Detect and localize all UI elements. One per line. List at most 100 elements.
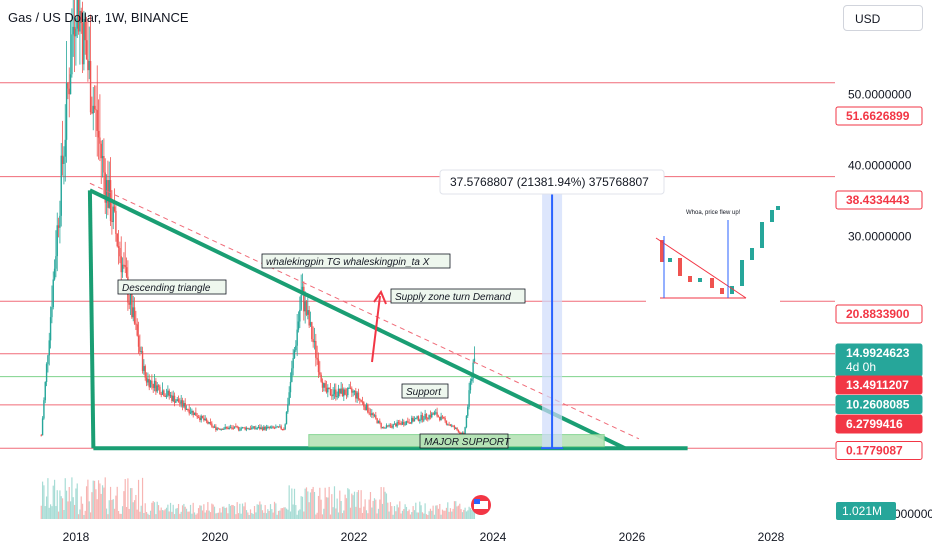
candle-body (441, 416, 444, 418)
volume-bar (433, 514, 436, 519)
candle-body (125, 267, 128, 277)
volume-bar (355, 506, 357, 519)
volume-bar (161, 510, 164, 519)
candle-body (397, 422, 400, 424)
volume-bar (84, 510, 86, 519)
candle-body (320, 374, 322, 382)
price-tag[interactable] (835, 395, 923, 414)
volume-bar (157, 505, 160, 519)
volume-bar (191, 513, 193, 519)
volume-bar (469, 508, 472, 519)
candle-body (159, 386, 161, 395)
candle-body (347, 387, 349, 396)
volume-bar (424, 503, 426, 519)
volume-bar (59, 490, 61, 519)
volume-bar (108, 500, 110, 519)
inset-candle (776, 206, 780, 210)
volume-bar (137, 479, 140, 519)
price-tag[interactable] (835, 414, 923, 434)
candle-body (57, 225, 60, 228)
candle-body (433, 412, 436, 415)
candle-body (203, 418, 205, 421)
candle-body (157, 385, 160, 387)
inset-candle (720, 288, 724, 294)
annotation-box[interactable] (117, 279, 227, 295)
price-tag[interactable] (835, 441, 923, 460)
candle-body (276, 426, 278, 428)
triangle-left-line[interactable] (87, 190, 96, 449)
candle-body (65, 83, 68, 140)
volume-bar (335, 508, 337, 519)
candle-body (108, 180, 110, 208)
candle-body (248, 428, 250, 430)
volume-bar (99, 483, 101, 519)
triangle-upper-line[interactable] (89, 188, 626, 451)
candle-body (231, 427, 233, 429)
candle-body (445, 420, 448, 425)
volume-bar (97, 480, 100, 519)
candle-body (236, 426, 238, 428)
candle-body (324, 383, 326, 388)
volume-bar (316, 512, 318, 519)
candle-body (245, 427, 248, 430)
price-tag[interactable] (835, 375, 923, 395)
volume-bar (141, 477, 144, 519)
candle-body (403, 421, 405, 425)
volume-bar (115, 495, 117, 519)
candle-body (124, 265, 126, 268)
inset-chart[interactable]: Whoa, price flew up! (646, 202, 780, 312)
volume-bar (304, 488, 306, 519)
currency-button[interactable]: USD (843, 5, 923, 31)
candle-body (89, 61, 92, 113)
volume-bar (177, 503, 180, 519)
volume-bar (452, 508, 454, 519)
candle-body (97, 130, 100, 138)
candle-body (319, 372, 321, 375)
inset-label: Whoa, price flew up! (686, 210, 741, 216)
candle-body (69, 74, 72, 95)
candle-body (165, 395, 168, 397)
candle-body (55, 256, 57, 269)
volume-bar (289, 511, 292, 519)
candle-body (121, 264, 124, 273)
candle-body (183, 403, 185, 407)
candle-body (199, 417, 201, 421)
candle-body (305, 301, 308, 315)
candle-body (192, 410, 194, 416)
volume-bar (301, 496, 304, 519)
price-tag[interactable] (835, 106, 923, 126)
annotation-box[interactable] (419, 433, 509, 449)
volume-bar (235, 514, 237, 519)
us-flag-icon[interactable] (471, 495, 491, 515)
volume-tag[interactable] (836, 502, 896, 520)
candle-body (47, 355, 49, 365)
chart-title: Gas / US Dollar, 1W, BINANCE (8, 10, 189, 25)
volume-bar (123, 491, 125, 519)
candle-body (104, 172, 106, 203)
volume-bar (415, 502, 417, 519)
volume-bar (168, 511, 170, 519)
annotation-box[interactable] (390, 288, 526, 304)
candle-body (269, 427, 272, 429)
candle-body (131, 294, 133, 318)
red-arrow-line[interactable] (371, 295, 381, 363)
annotation-box[interactable] (261, 253, 451, 269)
candle-body (428, 415, 430, 419)
inset-candle (760, 222, 764, 248)
annotation-box[interactable] (401, 383, 449, 399)
inset-candle (740, 260, 744, 286)
price-tag[interactable] (835, 304, 923, 324)
candle-body (259, 427, 261, 430)
candle-body (351, 388, 353, 393)
measure-label-box[interactable] (439, 169, 665, 195)
volume-bar (277, 510, 280, 519)
candle-body (331, 395, 333, 397)
candle-body (273, 427, 276, 429)
price-tag[interactable] (835, 190, 923, 210)
drawings: 37.5768807 (21381.94%) 375768807 Descendi… (87, 169, 780, 515)
volume-bar (167, 504, 169, 519)
candle-body (260, 427, 262, 430)
volume-bar (285, 508, 288, 519)
